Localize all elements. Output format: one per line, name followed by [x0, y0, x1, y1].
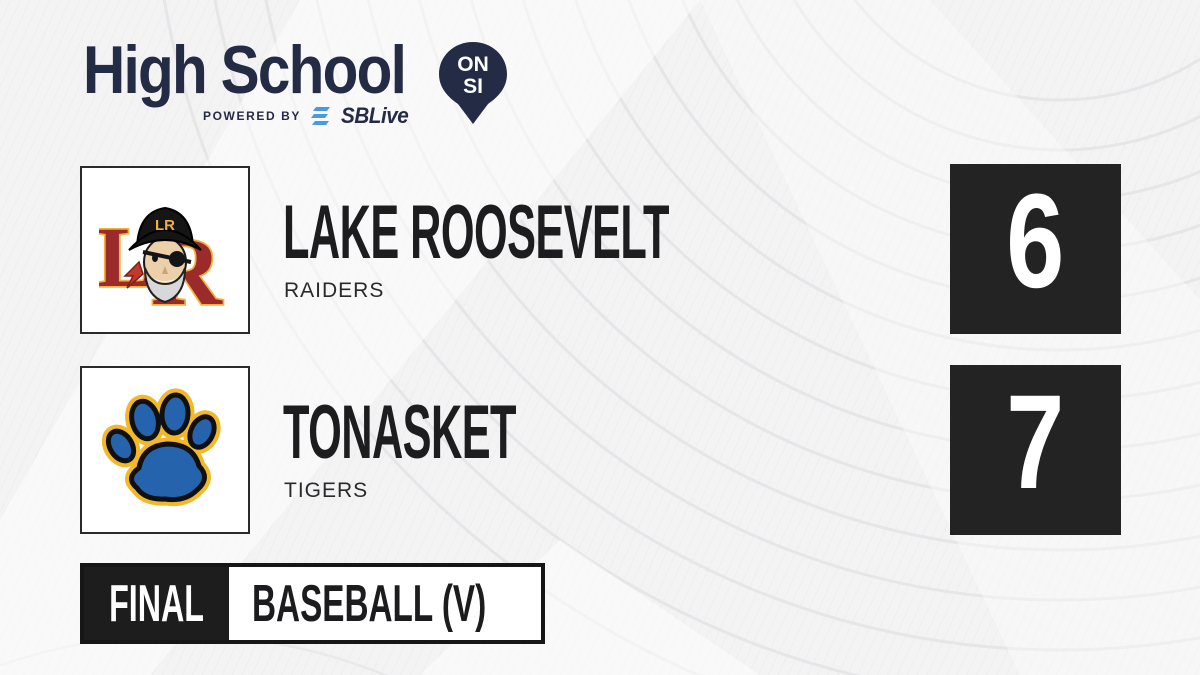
lake-roosevelt-raiders-pirate-logo: L R LR — [99, 206, 225, 320]
onsi-pin-icon: ON SI — [439, 42, 507, 124]
sport-segment: BASEBALL (V) — [229, 567, 618, 640]
powered-by-row: POWERED BY SBLive — [203, 103, 413, 129]
team-mascot: RAIDERS — [284, 279, 385, 302]
team-name: LAKE ROOSEVELT — [283, 190, 670, 275]
team-name: TONASKET — [283, 390, 516, 475]
pin-text-on: ON — [457, 53, 489, 76]
svg-text:LR: LR — [155, 217, 175, 234]
status-label: FINAL — [109, 574, 204, 633]
tonasket-tigers-paw-logo — [101, 388, 221, 507]
sblive-icon — [311, 107, 331, 125]
score-box: 6 — [950, 164, 1121, 334]
powered-by-label: POWERED BY — [203, 109, 302, 123]
sport-label: BASEBALL (V) — [252, 574, 487, 633]
score-value: 6 — [1006, 167, 1065, 316]
team-logo-box — [80, 366, 250, 534]
score-value: 7 — [1006, 368, 1065, 517]
game-status-bar: FINAL BASEBALL (V) — [80, 563, 545, 644]
status-badge: FINAL — [84, 567, 229, 640]
score-box: 7 — [950, 365, 1121, 535]
team-logo-box: L R LR — [80, 166, 250, 334]
brand-title: High School — [83, 32, 407, 108]
sblive-wordmark: SBLive — [341, 103, 409, 128]
team-mascot: TIGERS — [284, 479, 369, 502]
pin-text-si: SI — [463, 75, 483, 98]
